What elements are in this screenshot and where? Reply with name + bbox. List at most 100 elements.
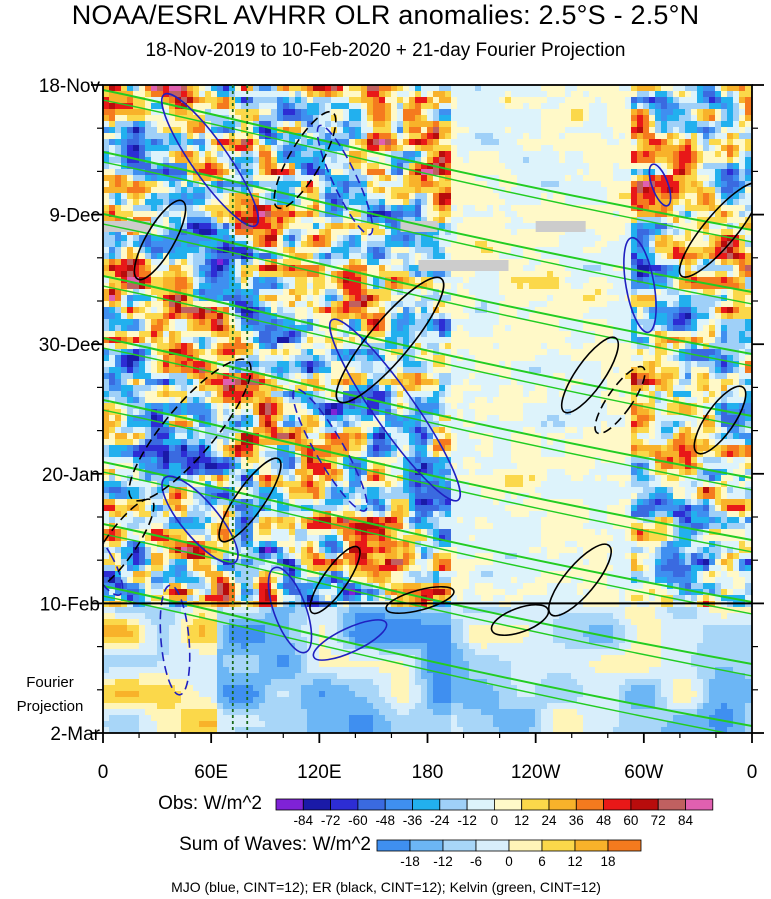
kelvin-contour [103,223,752,367]
obs-colorbar: Obs: W/m^2 -84 -72 -60 -48 -36 -24 -12 0 12 24 36 48… [158,793,714,828]
obs-colorbar-swatch [466,798,495,811]
contour [218,457,282,543]
y-tick-label: 30-Dec [39,335,100,356]
obs-colorbar-swatch [275,798,304,811]
contour [161,475,239,565]
obs-colorbar-tick-label: 0 [491,813,499,828]
contour [133,199,187,281]
obs-colorbar-swatch [657,798,686,811]
obs-colorbar-swatch [357,798,386,811]
x-tick-label: 60E [194,762,228,783]
y-tick-label: 10-Feb [40,594,100,615]
missing-data [535,221,586,232]
waves-colorbar-label: Sum of Waves: W/m^2 [179,834,371,855]
contour [312,619,388,661]
contour-legend: MJO (blue, CINT=12); ER (black, CINT=12)… [171,879,601,895]
kelvin-contour [103,533,752,677]
contour [490,603,550,637]
contour [594,365,646,435]
waves-colorbar-swatch [442,839,477,852]
kelvin-contour [103,399,752,541]
waves-colorbar-swatch [508,839,543,852]
contour [292,388,368,512]
obs-colorbar-tick-label: 72 [651,813,666,828]
waves-colorbar-tick-label: -12 [433,854,453,869]
chart-title: NOAA/ESRL AVHRR OLR anomalies: 2.5°S - 2… [71,0,700,30]
x-tick-label: 60W [624,762,663,783]
contour [678,182,752,278]
obs-colorbar-tick-label: 12 [514,813,529,828]
kelvin-contour [103,523,752,665]
waves-colorbar-swatch [607,839,642,852]
missing-data [418,260,509,271]
obs-colorbar-swatch [521,798,550,811]
contour [316,124,374,236]
colorbars: Obs: W/m^2-84 -72 -60 -48 -36 -24 -12 0 12 24 36 48… [158,793,714,895]
contour [309,545,361,615]
kelvin-contour [103,89,752,231]
plot-axes: 18-Nov 9-Dec 30-Dec 20-Jan 10-Feb 2-Mar 0 60E 12… [17,76,764,783]
contour [548,543,612,617]
obs-colorbar-tick-label: 36 [569,813,584,828]
waves-colorbar: Sum of Waves: W/m^2 -18 -12 -6 0 6 12 18 [179,834,642,869]
contour [128,358,252,502]
obs-colorbar-tick-label: -48 [375,813,395,828]
obs-colorbar-tick-label: 60 [623,813,638,828]
obs-colorbar-swatch [548,798,577,811]
waves-colorbar-tick-label: 0 [505,854,513,869]
obs-colorbar-tick-label: 48 [596,813,611,828]
kelvin-contour [103,585,752,727]
obs-colorbar-tick-label: -36 [403,813,423,828]
y-tick-label: 20-Jan [42,465,100,486]
kelvin-contour [103,347,752,491]
obs-colorbar-tick-label: -72 [321,813,341,828]
obs-colorbar-swatch [302,798,331,811]
kelvin-contour [103,409,752,553]
contour [335,276,445,404]
obs-colorbar-swatch [439,798,468,811]
obs-colorbar-tick-label: 84 [678,813,694,828]
contour [161,92,259,228]
obs-colorbar-tick-label: -84 [294,813,314,828]
waves-colorbar-tick-label: 6 [538,854,546,869]
kelvin-contour [103,471,752,615]
waves-colorbar-tick-label: -6 [470,854,482,869]
waves-colorbar-swatch [475,839,510,852]
waves-colorbar-swatch [541,839,576,852]
obs-colorbar-swatch [412,798,441,811]
olr-anomaly-field [103,85,752,733]
projection-label: Fourier [26,674,74,691]
contour [159,584,191,696]
kelvin-contour [103,213,752,355]
x-tick-label: 120W [511,762,561,783]
obs-colorbar-swatch [685,798,714,811]
waves-colorbar-swatch [376,839,411,852]
y-tick-label: 2-Mar [50,724,100,745]
obs-colorbar-swatch [575,798,604,811]
contour [103,524,124,596]
x-tick-label: 120E [297,762,341,783]
contour [103,498,155,592]
x-tick-label: 0 [98,762,109,783]
waves-colorbar-tick-label: -18 [400,854,420,869]
obs-colorbar-swatch [603,798,632,811]
contour [385,585,455,615]
missing-data [400,221,438,232]
kelvin-contour [103,99,752,243]
wave-contours [103,89,752,733]
kelvin-contour [103,595,730,733]
contour [648,163,672,207]
chart-subtitle: 18-Nov-2019 to 10-Feb-2020 + 21-day Four… [145,40,626,61]
obs-colorbar-tick-label: -24 [430,813,450,828]
obs-colorbar-swatch [493,798,523,811]
contour [267,566,313,654]
waves-colorbar-tick-label: 12 [567,854,582,869]
x-tick-label: 180 [412,762,444,783]
contour [623,236,657,334]
obs-colorbar-tick-label: -60 [348,813,368,828]
kelvin-contour [103,285,752,429]
obs-colorbar-tick-label: 24 [541,813,557,828]
obs-colorbar-swatch [630,798,659,811]
kelvin-contour [103,151,752,293]
